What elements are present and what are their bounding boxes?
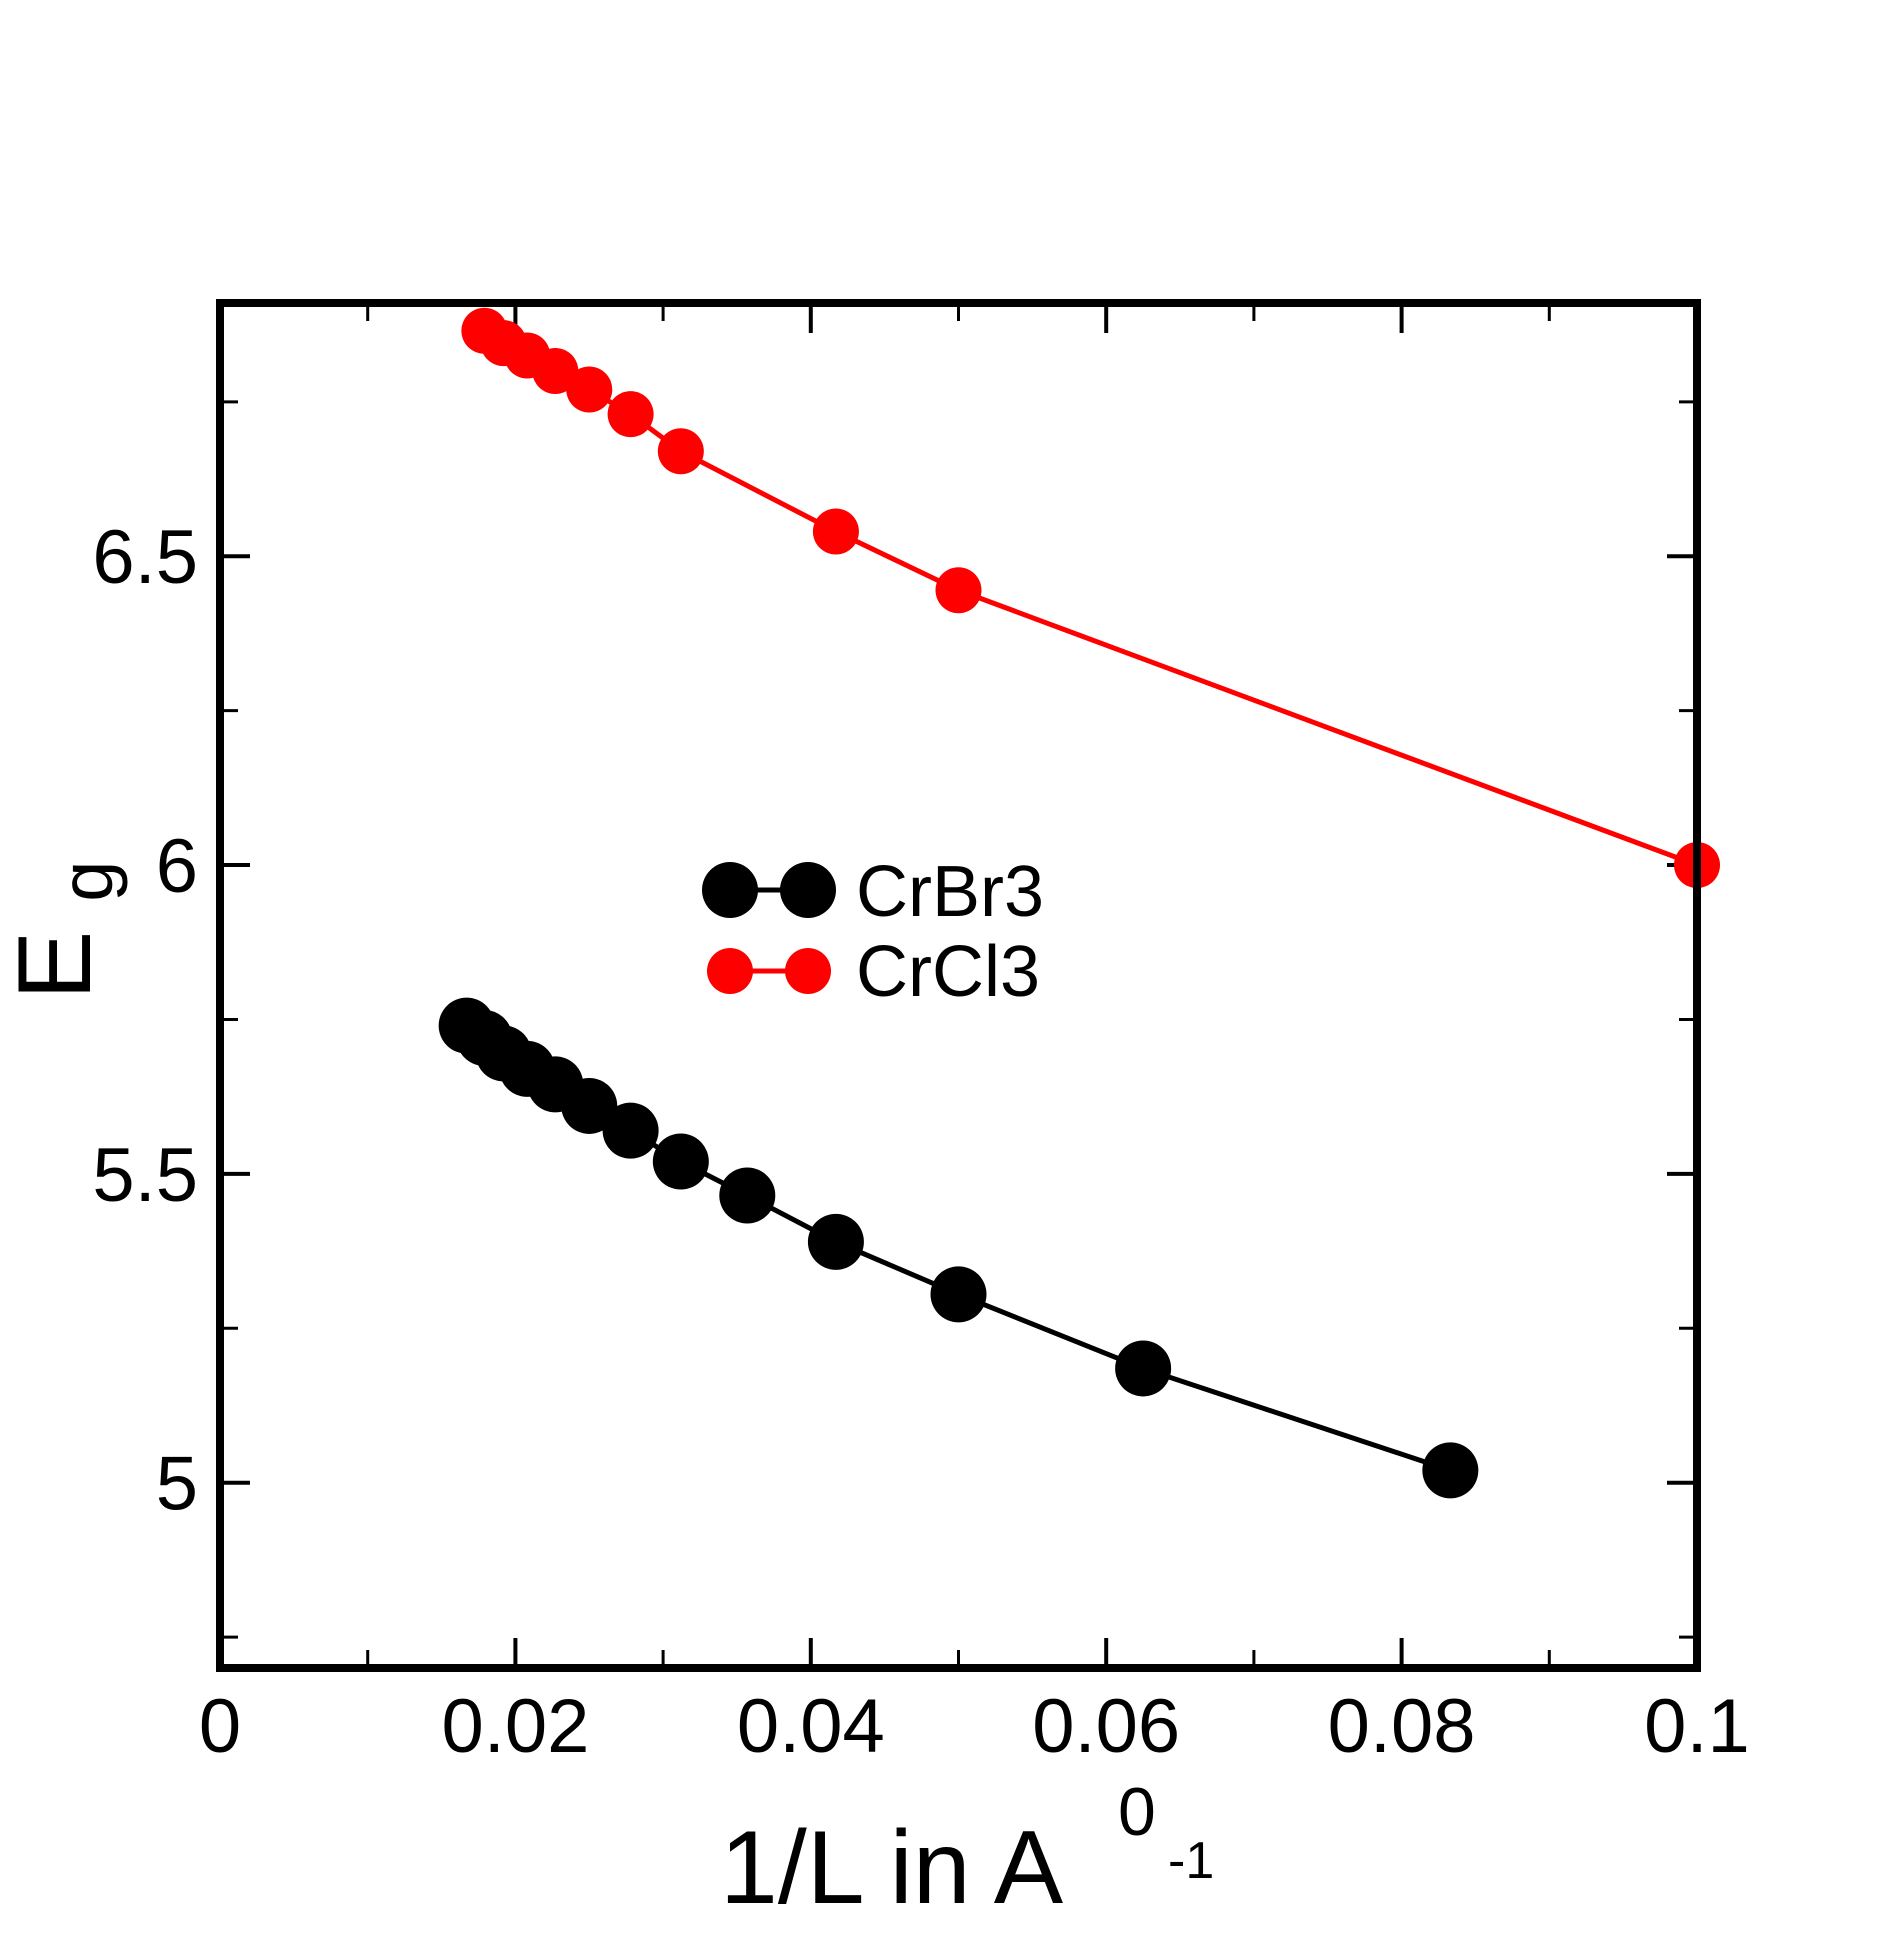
series-line-crbr3: [465, 1023, 1452, 1473]
x-tick-label: 0.02: [441, 1684, 589, 1769]
x-tick-label: 0: [199, 1684, 241, 1769]
data-point-crcl3: [566, 366, 613, 413]
legend-entry-crbr3: CrBr3: [702, 852, 1044, 932]
data-point-crbr3: [602, 1102, 659, 1159]
y-tick-label: 6.5: [92, 515, 198, 600]
x-tick-label: 0.08: [1328, 1684, 1476, 1769]
y-tick-label: 5.5: [92, 1133, 198, 1218]
data-point-crbr3: [561, 1077, 618, 1134]
legend-entry-crcl3: CrCl3: [707, 932, 1040, 1012]
x-tick-label: 0.04: [737, 1684, 885, 1769]
y-tick-label: 6: [156, 824, 198, 909]
data-point-crcl3: [812, 508, 859, 555]
legend-marker-crbr3: [780, 862, 836, 918]
x-tick-label: 0.06: [1032, 1684, 1180, 1769]
plot-frame: [216, 299, 1701, 1672]
data-point-crbr3: [1115, 1340, 1172, 1397]
series-line-crcl3: [483, 328, 1698, 868]
data-point-crbr3: [652, 1133, 709, 1190]
y-axis-title-group: E g: [0, 861, 128, 1000]
tick-labels: 0 0.02 0.04 0.06 0.08 0.1 5 5.5 6 6.5: [92, 515, 1749, 1769]
data-point-crcl3: [532, 347, 579, 394]
y-axis-title: E g: [0, 861, 128, 1000]
data-point-crbr3: [930, 1266, 987, 1323]
legend: CrBr3 CrCl3: [702, 852, 1044, 1012]
data-point-crcl3: [607, 391, 654, 438]
legend-label-crcl3: CrCl3: [856, 932, 1040, 1012]
data-point-crcl3: [935, 567, 982, 614]
series-points: [438, 307, 1720, 1499]
data-point-crbr3: [1422, 1442, 1479, 1499]
legend-label-crbr3: CrBr3: [856, 852, 1044, 932]
data-point-crcl3: [657, 428, 704, 475]
y-axis-title-subscript: g: [45, 861, 128, 902]
x-axis-title-main: 1/L in A: [720, 1810, 1064, 1926]
legend-marker-crbr3: [702, 862, 758, 918]
x-axis-title-exponent: -1: [1168, 1832, 1214, 1890]
legend-marker-crcl3: [707, 948, 753, 994]
x-tick-label: 0.1: [1644, 1684, 1750, 1769]
x-axis-title-superscript: 0: [1118, 1774, 1156, 1850]
series-lines: [465, 328, 1698, 1473]
data-point-crbr3: [807, 1213, 864, 1270]
x-axis-title: 1/L in A 0 -1: [720, 1742, 1214, 1926]
data-point-crbr3: [719, 1167, 776, 1224]
legend-marker-crcl3: [785, 948, 831, 994]
y-tick-label: 5: [156, 1442, 198, 1527]
y-axis-title-main: E: [0, 931, 113, 1000]
